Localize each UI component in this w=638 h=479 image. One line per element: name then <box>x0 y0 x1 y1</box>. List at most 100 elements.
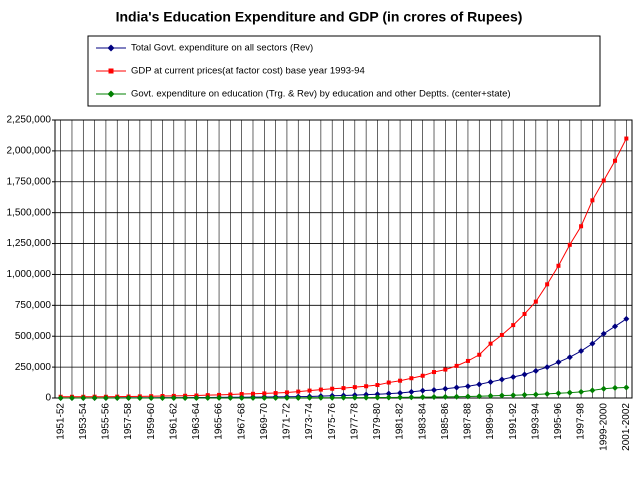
y-tick-label: 1,250,000 <box>7 238 52 249</box>
x-tick-label: 1977-78 <box>349 403 360 440</box>
marker <box>510 392 517 399</box>
marker <box>351 394 358 401</box>
marker <box>273 391 278 396</box>
marker <box>306 394 313 401</box>
marker <box>465 358 470 363</box>
marker <box>217 392 222 397</box>
marker <box>375 383 380 388</box>
x-tick-label: 1955-56 <box>101 403 112 440</box>
marker <box>454 363 459 368</box>
marker <box>624 136 629 141</box>
marker <box>600 330 607 337</box>
marker <box>590 198 595 203</box>
marker <box>566 354 573 361</box>
x-tick-label: 1993-94 <box>530 403 541 440</box>
marker <box>533 299 538 304</box>
marker <box>317 394 324 401</box>
marker <box>204 394 211 401</box>
x-tick-label: 1995-96 <box>553 403 564 440</box>
legend-box <box>87 35 601 107</box>
marker <box>374 394 381 401</box>
x-tick-label: 1959-60 <box>146 403 157 440</box>
marker <box>352 385 357 390</box>
marker <box>476 393 483 400</box>
marker <box>318 387 323 392</box>
marker <box>419 394 426 401</box>
marker <box>125 394 132 401</box>
marker <box>431 394 438 401</box>
marker <box>114 394 121 401</box>
marker <box>364 384 369 389</box>
marker <box>107 44 115 52</box>
x-tick-label: 1991-92 <box>508 403 519 440</box>
marker <box>498 392 505 399</box>
marker <box>545 282 550 287</box>
y-tick-label: 1,000,000 <box>7 269 52 280</box>
marker <box>443 367 448 372</box>
marker <box>589 387 596 394</box>
marker <box>182 394 189 401</box>
marker <box>307 388 312 393</box>
marker <box>600 385 607 392</box>
marker <box>261 394 268 401</box>
marker <box>409 376 414 381</box>
x-tick-label: 1963-64 <box>191 403 202 440</box>
marker <box>250 391 255 396</box>
marker <box>453 393 460 400</box>
chart-title: India's Education Expenditure and GDP (i… <box>116 9 523 25</box>
marker <box>544 364 551 371</box>
marker <box>374 391 381 398</box>
marker <box>578 388 585 395</box>
marker <box>464 393 471 400</box>
marker <box>193 394 200 401</box>
marker <box>612 384 619 391</box>
marker <box>442 385 449 392</box>
y-tick-label: 500,000 <box>15 331 52 342</box>
marker <box>477 352 482 357</box>
marker <box>108 68 114 74</box>
marker <box>487 392 494 399</box>
marker <box>262 391 267 396</box>
marker <box>239 392 244 397</box>
marker <box>408 388 415 395</box>
marker <box>397 390 404 397</box>
y-tick-label: 750,000 <box>15 300 52 311</box>
x-tick-label: 1967-68 <box>236 403 247 440</box>
x-tick-label: 2001-2002 <box>621 403 632 451</box>
marker <box>476 381 483 388</box>
x-tick-label: 1971-72 <box>282 403 293 440</box>
x-tick-label: 1979-80 <box>372 403 383 440</box>
marker <box>238 394 245 401</box>
x-tick-label: 1987-88 <box>463 403 474 440</box>
marker <box>170 394 177 401</box>
marker <box>601 178 606 183</box>
marker <box>283 394 290 401</box>
marker <box>385 390 392 397</box>
marker <box>341 386 346 391</box>
marker <box>556 263 561 268</box>
legend-label: Total Govt. expenditure on all sectors (… <box>131 43 313 54</box>
x-tick-label: 1989-90 <box>485 403 496 440</box>
marker <box>453 384 460 391</box>
marker <box>148 394 155 401</box>
x-tick-label: 1983-84 <box>417 403 428 440</box>
marker <box>136 394 143 401</box>
marker <box>555 390 562 397</box>
marker <box>102 394 109 401</box>
marker <box>498 376 505 383</box>
marker <box>159 394 166 401</box>
marker <box>578 348 585 355</box>
marker <box>567 242 572 247</box>
x-tick-label: 1965-66 <box>214 403 225 440</box>
marker <box>511 323 516 328</box>
x-tick-label: 1999-2000 <box>598 403 609 451</box>
x-tick-label: 1961-62 <box>168 403 179 440</box>
marker <box>432 370 437 375</box>
marker <box>284 390 289 395</box>
marker <box>91 394 98 401</box>
x-tick-label: 1953-54 <box>78 403 89 440</box>
x-tick-label: 1951-52 <box>55 403 66 440</box>
marker <box>420 373 425 378</box>
marker <box>340 394 347 401</box>
x-tick-label: 1997-98 <box>576 403 587 440</box>
